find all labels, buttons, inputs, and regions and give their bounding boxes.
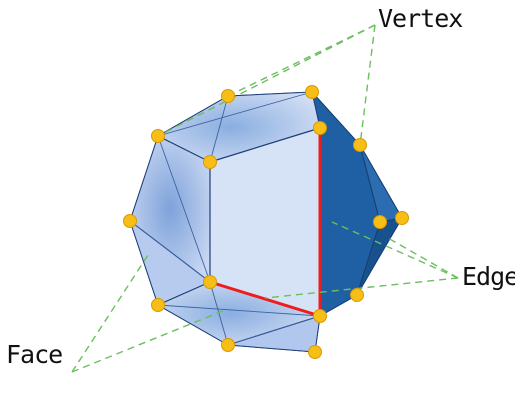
face-leader: [71, 309, 226, 373]
leader-lines: [71, 24, 459, 373]
edge-highlight-diagonal: [208, 280, 322, 318]
vertex-dot: [203, 275, 217, 289]
edge-label: Edge: [462, 262, 515, 291]
triangulation-lines: [129, 91, 321, 346]
vertex-dot: [221, 89, 235, 103]
vertex-dot: [353, 138, 367, 152]
edge-leader: [331, 221, 459, 279]
edge-leader: [264, 277, 459, 299]
vertex-leader: [157, 24, 376, 137]
face-leader: [71, 251, 151, 373]
vertex-dot: [221, 338, 235, 352]
vertex-dot: [350, 288, 364, 302]
vertex-dot: [151, 298, 165, 312]
vertex-dot: [308, 345, 322, 359]
vertex-dot: [305, 85, 319, 99]
highlighted-edges: [208, 126, 322, 318]
vertex-dot: [395, 211, 409, 225]
edge-leader: [387, 237, 459, 279]
vertex-dot: [373, 215, 387, 229]
side-face: [356, 217, 403, 296]
vertex-dot: [203, 155, 217, 169]
vertex-dot: [123, 214, 137, 228]
vertices: [123, 85, 409, 359]
vertex-label: Vertex: [378, 4, 463, 33]
vertex-dot: [151, 129, 165, 143]
vertex-dot: [313, 121, 327, 135]
face-label: Face: [6, 340, 63, 369]
vertex-dot: [313, 309, 327, 323]
vertex-leader: [359, 24, 376, 146]
